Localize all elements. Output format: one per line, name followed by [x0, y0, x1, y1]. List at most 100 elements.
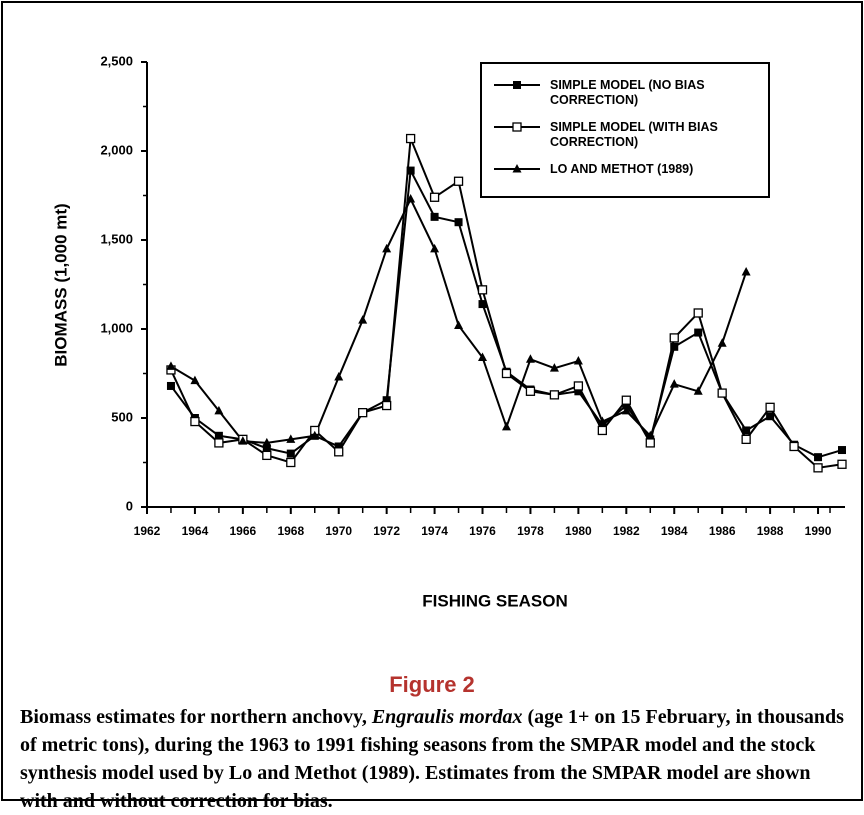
- marker: [573, 381, 584, 391]
- marker: [549, 363, 559, 372]
- marker: [477, 285, 488, 295]
- legend-item: SIMPLE MODEL (NO BIAS CORRECTION): [492, 78, 765, 108]
- x-tick-label: 1982: [613, 524, 640, 538]
- caption-text: Biomass estimates for northern anchovy,: [20, 706, 372, 728]
- frame: [1, 1, 863, 801]
- marker: [190, 416, 200, 427]
- marker: [382, 400, 392, 411]
- legend-swatch: [494, 164, 540, 173]
- x-tick-label: 1976: [469, 524, 496, 538]
- marker: [286, 449, 295, 458]
- marker: [549, 390, 560, 400]
- marker: [694, 328, 703, 337]
- marker: [406, 166, 415, 175]
- caption-species: Engraulis mordax: [371, 706, 523, 728]
- x-tick-label: 1968: [277, 524, 304, 538]
- x-tick-label: 1986: [709, 524, 736, 538]
- y-tick-label: 1,500: [100, 231, 133, 246]
- y-axis-label: BIOMASS (1,000 mt): [51, 203, 70, 366]
- marker: [334, 447, 344, 457]
- marker: [525, 386, 536, 396]
- marker: [262, 444, 271, 453]
- x-tick-label: 1984: [661, 524, 688, 538]
- marker: [813, 463, 823, 473]
- x-tick-label: 1972: [373, 524, 400, 538]
- marker: [334, 372, 344, 381]
- marker: [621, 395, 631, 405]
- marker: [310, 430, 320, 440]
- legend-label: SIMPLE MODEL (NO BIAS CORRECTION): [550, 78, 705, 107]
- legend-swatch: [494, 81, 540, 89]
- marker: [669, 379, 679, 388]
- marker: [166, 381, 175, 390]
- marker: [513, 81, 521, 89]
- marker: [597, 416, 607, 426]
- marker: [525, 354, 535, 363]
- marker: [286, 457, 296, 468]
- x-axis-label: FISHING SEASON: [422, 591, 567, 610]
- marker: [453, 176, 464, 186]
- marker: [454, 320, 464, 329]
- y-tick-label: 2,000: [100, 142, 133, 157]
- x-tick-label: 1980: [565, 524, 592, 538]
- marker: [766, 412, 775, 421]
- marker: [573, 356, 583, 365]
- marker: [645, 438, 655, 448]
- marker: [622, 401, 631, 410]
- marker: [501, 421, 511, 431]
- x-tick-label: 1966: [230, 524, 257, 538]
- y-tick-label: 500: [111, 409, 133, 424]
- x-tick-label: 1974: [421, 524, 448, 538]
- marker: [838, 446, 846, 455]
- marker: [214, 405, 224, 415]
- marker: [454, 218, 463, 227]
- marker: [214, 438, 224, 448]
- marker: [512, 164, 522, 173]
- marker: [645, 430, 655, 440]
- chart: BIOMASS (1,000 mt) FISHING SEASON 0 500 1,…: [51, 53, 847, 610]
- marker: [262, 437, 272, 447]
- legend-item: LO AND METHOT (1989): [492, 162, 765, 177]
- marker: [286, 434, 296, 443]
- y-tick-label: 2,500: [100, 53, 133, 68]
- marker: [430, 243, 440, 253]
- y-tick-label: 0: [126, 498, 133, 513]
- x-tick-label: 1990: [805, 524, 832, 538]
- figure-label: Figure 2: [389, 672, 475, 697]
- marker: [693, 308, 703, 318]
- marker: [214, 431, 223, 440]
- legend-label: LO AND METHOT (1989): [550, 162, 694, 176]
- x-tick-label: 1988: [757, 524, 784, 538]
- marker: [717, 338, 727, 347]
- legend-label: SIMPLE MODEL (WITH BIAS CORRECTION): [550, 120, 718, 149]
- marker: [262, 450, 272, 461]
- x-tick-label: 1962: [134, 524, 161, 538]
- marker: [478, 352, 488, 361]
- marker: [741, 434, 751, 445]
- x-tick-label: 1978: [517, 524, 544, 538]
- marker: [358, 315, 368, 324]
- marker: [429, 192, 440, 202]
- caption: Biomass estimates for northern anchovy, …: [20, 703, 850, 815]
- marker: [512, 122, 522, 132]
- x-tick-label: 1964: [182, 524, 209, 538]
- marker: [670, 342, 679, 351]
- marker: [597, 425, 607, 436]
- legend-swatch: [494, 122, 540, 132]
- y-tick-label: 1,000: [100, 320, 133, 335]
- marker: [478, 300, 487, 309]
- marker: [430, 212, 439, 221]
- marker: [382, 396, 391, 405]
- marker: [190, 375, 200, 385]
- marker: [598, 421, 607, 430]
- marker: [693, 386, 703, 395]
- marker: [741, 267, 751, 276]
- marker: [837, 459, 847, 469]
- marker: [765, 402, 775, 412]
- marker: [405, 133, 416, 144]
- marker: [742, 426, 751, 435]
- marker: [334, 442, 343, 451]
- marker: [406, 194, 416, 203]
- marker: [574, 387, 583, 396]
